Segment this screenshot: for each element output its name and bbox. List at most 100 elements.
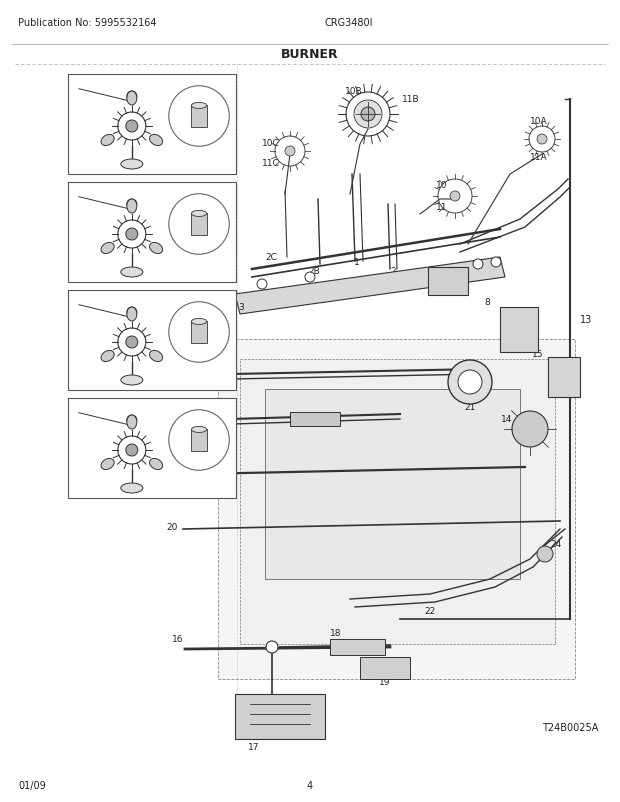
Text: 26: 26 <box>214 415 225 424</box>
Text: 47: 47 <box>218 482 230 492</box>
Circle shape <box>512 411 548 448</box>
Text: 47: 47 <box>218 375 230 384</box>
Polygon shape <box>235 695 325 739</box>
Circle shape <box>169 411 229 471</box>
Circle shape <box>127 92 137 102</box>
FancyBboxPatch shape <box>500 308 538 353</box>
Text: 11C: 11C <box>262 158 280 168</box>
Text: 37: 37 <box>74 159 86 168</box>
Ellipse shape <box>127 415 137 429</box>
FancyBboxPatch shape <box>548 358 580 398</box>
Circle shape <box>354 101 382 129</box>
Text: 10: 10 <box>436 180 448 189</box>
Circle shape <box>126 337 138 349</box>
Circle shape <box>305 273 315 282</box>
Circle shape <box>257 280 267 290</box>
FancyBboxPatch shape <box>290 412 340 427</box>
Text: 20: 20 <box>167 523 178 532</box>
Ellipse shape <box>127 92 137 106</box>
Text: 25: 25 <box>214 367 225 376</box>
Text: 2: 2 <box>390 267 396 276</box>
Text: 44B: 44B <box>161 298 179 309</box>
Text: 24: 24 <box>550 540 561 549</box>
Text: 18: 18 <box>330 628 342 638</box>
Circle shape <box>127 308 137 318</box>
Text: T24B0025A: T24B0025A <box>542 722 598 732</box>
Ellipse shape <box>101 459 114 470</box>
Text: 11C: 11C <box>74 407 93 416</box>
Text: Publication No: 5995532164: Publication No: 5995532164 <box>18 18 156 28</box>
Ellipse shape <box>149 459 162 470</box>
Ellipse shape <box>127 200 137 214</box>
Ellipse shape <box>149 136 162 147</box>
Text: 11B: 11B <box>402 95 420 104</box>
FancyBboxPatch shape <box>192 430 206 451</box>
Circle shape <box>537 135 547 145</box>
Text: 10A: 10A <box>530 117 547 127</box>
Circle shape <box>126 229 138 241</box>
Text: 10B: 10B <box>345 87 363 96</box>
Text: 47: 47 <box>218 267 230 277</box>
Text: 11: 11 <box>436 203 448 213</box>
Polygon shape <box>218 339 575 679</box>
Ellipse shape <box>192 319 206 325</box>
Text: BURNER: BURNER <box>281 48 339 62</box>
Text: 23: 23 <box>180 469 192 478</box>
FancyBboxPatch shape <box>68 399 236 498</box>
Text: 2A: 2A <box>432 275 444 284</box>
FancyBboxPatch shape <box>68 75 236 175</box>
Circle shape <box>169 87 229 147</box>
Circle shape <box>491 257 501 268</box>
Ellipse shape <box>121 375 143 386</box>
FancyBboxPatch shape <box>68 290 236 391</box>
Circle shape <box>169 195 229 255</box>
Text: 11A: 11A <box>74 191 93 200</box>
Text: 44: 44 <box>161 83 172 93</box>
Polygon shape <box>265 390 520 579</box>
Text: 21: 21 <box>464 403 476 412</box>
FancyBboxPatch shape <box>68 183 236 282</box>
Ellipse shape <box>192 211 206 217</box>
Text: 44A: 44A <box>161 191 179 200</box>
Text: 3: 3 <box>238 303 244 312</box>
FancyBboxPatch shape <box>360 657 410 679</box>
Text: 37: 37 <box>74 267 86 277</box>
Circle shape <box>458 371 482 395</box>
Ellipse shape <box>121 160 143 170</box>
Text: 14: 14 <box>500 415 512 424</box>
Text: 2C: 2C <box>265 253 277 262</box>
FancyBboxPatch shape <box>192 214 206 235</box>
Circle shape <box>169 302 229 363</box>
Polygon shape <box>235 257 505 314</box>
Text: 4: 4 <box>307 780 313 790</box>
Ellipse shape <box>101 243 114 254</box>
Text: 15: 15 <box>531 350 543 359</box>
Circle shape <box>285 147 295 157</box>
Circle shape <box>127 200 137 210</box>
Text: 11: 11 <box>74 83 86 93</box>
Ellipse shape <box>127 308 137 322</box>
Polygon shape <box>240 359 555 644</box>
Text: 10C: 10C <box>262 138 280 148</box>
Text: 01/09: 01/09 <box>18 780 46 790</box>
Text: 11B: 11B <box>74 298 93 309</box>
Circle shape <box>266 642 278 653</box>
Text: CRG3480I: CRG3480I <box>325 18 373 28</box>
Circle shape <box>450 192 460 202</box>
Circle shape <box>126 444 138 456</box>
Circle shape <box>537 546 553 562</box>
Text: 17: 17 <box>248 742 260 751</box>
Ellipse shape <box>149 243 162 254</box>
Text: 47: 47 <box>218 159 230 168</box>
Circle shape <box>126 121 138 133</box>
FancyBboxPatch shape <box>428 268 468 296</box>
Text: 11A: 11A <box>530 153 547 162</box>
Circle shape <box>473 260 483 269</box>
Ellipse shape <box>101 136 114 147</box>
Circle shape <box>127 415 137 426</box>
Text: 37: 37 <box>74 482 86 492</box>
FancyBboxPatch shape <box>330 639 385 655</box>
FancyBboxPatch shape <box>192 107 206 128</box>
Ellipse shape <box>192 103 206 109</box>
Text: 8: 8 <box>484 298 490 307</box>
